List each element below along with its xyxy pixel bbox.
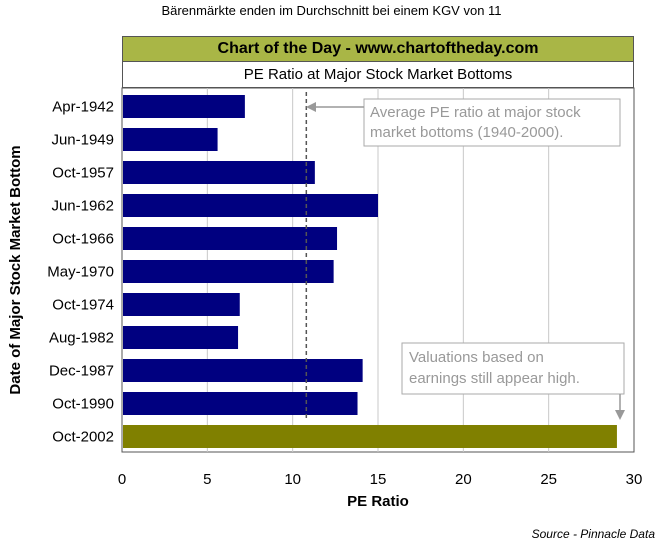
page-caption: Bärenmärkte enden im Durchschnitt bei ei… bbox=[161, 3, 502, 18]
bar-May-1970 bbox=[123, 260, 334, 283]
bar-Jun-1949 bbox=[123, 128, 218, 151]
bar-Oct-1974 bbox=[123, 293, 240, 316]
bar-Oct-1990 bbox=[123, 392, 358, 415]
bar-Aug-1982 bbox=[123, 326, 239, 349]
category-label-Oct-1974: Oct-1974 bbox=[52, 297, 114, 314]
x-tick-label-30: 30 bbox=[626, 471, 643, 488]
x-tick-label-15: 15 bbox=[370, 471, 387, 488]
bar-Apr-1942 bbox=[123, 95, 245, 118]
category-label-Jun-1949: Jun-1949 bbox=[51, 132, 114, 149]
annotation-average-line-0: Average PE ratio at major stock bbox=[370, 104, 581, 121]
bar-Oct-1957 bbox=[123, 161, 315, 184]
category-label-Oct-1966: Oct-1966 bbox=[52, 231, 114, 248]
chart-banner: Chart of the Day - www.chartoftheday.com bbox=[122, 36, 634, 62]
category-label-Apr-1942: Apr-1942 bbox=[52, 99, 114, 116]
annotation-valuation-line-0: Valuations based on bbox=[409, 349, 544, 366]
y-axis-label: Date of Major Stock Market Bottom bbox=[7, 145, 24, 394]
x-tick-label-5: 5 bbox=[203, 471, 211, 488]
annotation-box-average bbox=[363, 98, 621, 147]
bar-Jun-1962 bbox=[123, 194, 378, 217]
bar-Oct-2002 bbox=[123, 425, 617, 448]
category-label-Oct-1957: Oct-1957 bbox=[52, 165, 114, 182]
x-tick-label-25: 25 bbox=[540, 471, 557, 488]
annotation-average-arrowhead bbox=[306, 102, 316, 112]
category-label-Oct-1990: Oct-1990 bbox=[52, 396, 114, 413]
x-tick-label-10: 10 bbox=[284, 471, 301, 488]
category-label-May-1970: May-1970 bbox=[47, 264, 114, 281]
annotation-valuation-line-1: earnings still appear high. bbox=[409, 370, 580, 387]
bar-Oct-1966 bbox=[123, 227, 338, 250]
category-label-Jun-1962: Jun-1962 bbox=[51, 198, 114, 215]
x-tick-label-0: 0 bbox=[118, 471, 126, 488]
bar-Dec-1987 bbox=[123, 359, 363, 382]
category-label-Oct-2002: Oct-2002 bbox=[52, 429, 114, 446]
category-label-Aug-1982: Aug-1982 bbox=[49, 330, 114, 347]
annotation-box-valuation bbox=[401, 342, 625, 395]
category-label-Dec-1987: Dec-1987 bbox=[49, 363, 114, 380]
annotation-valuation-arrowhead bbox=[615, 410, 625, 420]
x-axis-label: PE Ratio bbox=[347, 493, 409, 510]
x-tick-label-20: 20 bbox=[455, 471, 472, 488]
annotation-average-line-1: market bottoms (1940-2000). bbox=[370, 124, 563, 141]
source-credit: Source - Pinnacle Data bbox=[531, 527, 655, 541]
